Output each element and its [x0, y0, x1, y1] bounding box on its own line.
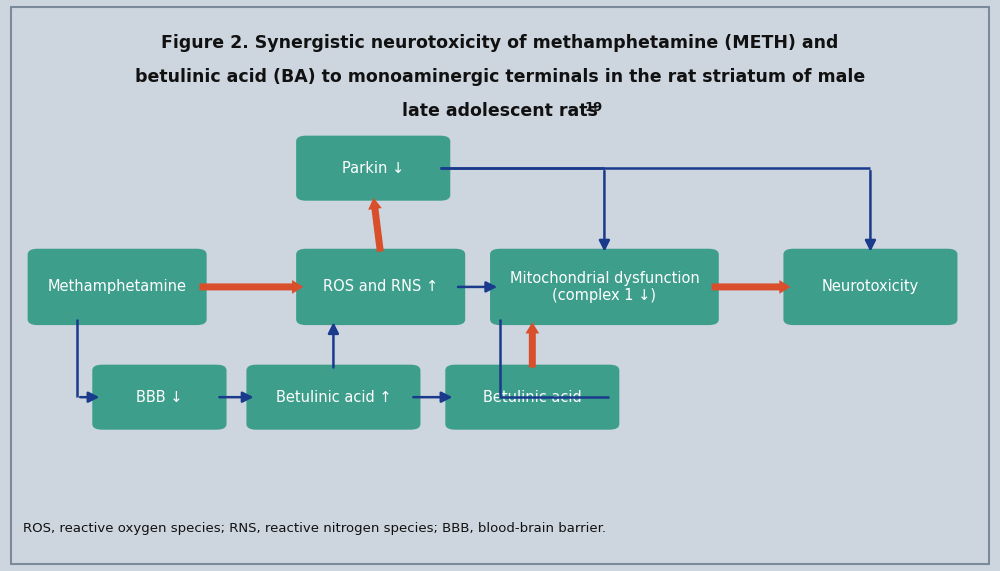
Text: betulinic acid (BA) to monoaminergic terminals in the rat striatum of male: betulinic acid (BA) to monoaminergic ter… — [135, 68, 865, 86]
Text: Betulinic acid ↑: Betulinic acid ↑ — [276, 389, 391, 405]
Text: Parkin ↓: Parkin ↓ — [342, 160, 404, 176]
Text: BBB ↓: BBB ↓ — [136, 389, 183, 405]
FancyBboxPatch shape — [296, 136, 450, 200]
FancyBboxPatch shape — [445, 365, 619, 430]
Text: Methamphetamine: Methamphetamine — [48, 279, 187, 295]
FancyBboxPatch shape — [783, 249, 957, 325]
Text: ROS and RNS ↑: ROS and RNS ↑ — [323, 279, 438, 295]
Text: 19: 19 — [585, 100, 603, 114]
Text: Mitochondrial dysfunction
(complex 1 ↓): Mitochondrial dysfunction (complex 1 ↓) — [510, 271, 699, 303]
FancyBboxPatch shape — [296, 249, 465, 325]
Text: Neurotoxicity: Neurotoxicity — [822, 279, 919, 295]
FancyBboxPatch shape — [28, 249, 207, 325]
FancyBboxPatch shape — [490, 249, 719, 325]
FancyBboxPatch shape — [92, 365, 227, 430]
Text: ROS, reactive oxygen species; RNS, reactive nitrogen species; BBB, blood-brain b: ROS, reactive oxygen species; RNS, react… — [23, 522, 606, 535]
Text: late adolescent rats: late adolescent rats — [402, 102, 598, 120]
Text: Betulinic acid: Betulinic acid — [483, 389, 582, 405]
FancyBboxPatch shape — [246, 365, 420, 430]
Text: Figure 2. Synergistic neurotoxicity of methamphetamine (METH) and: Figure 2. Synergistic neurotoxicity of m… — [161, 34, 839, 52]
